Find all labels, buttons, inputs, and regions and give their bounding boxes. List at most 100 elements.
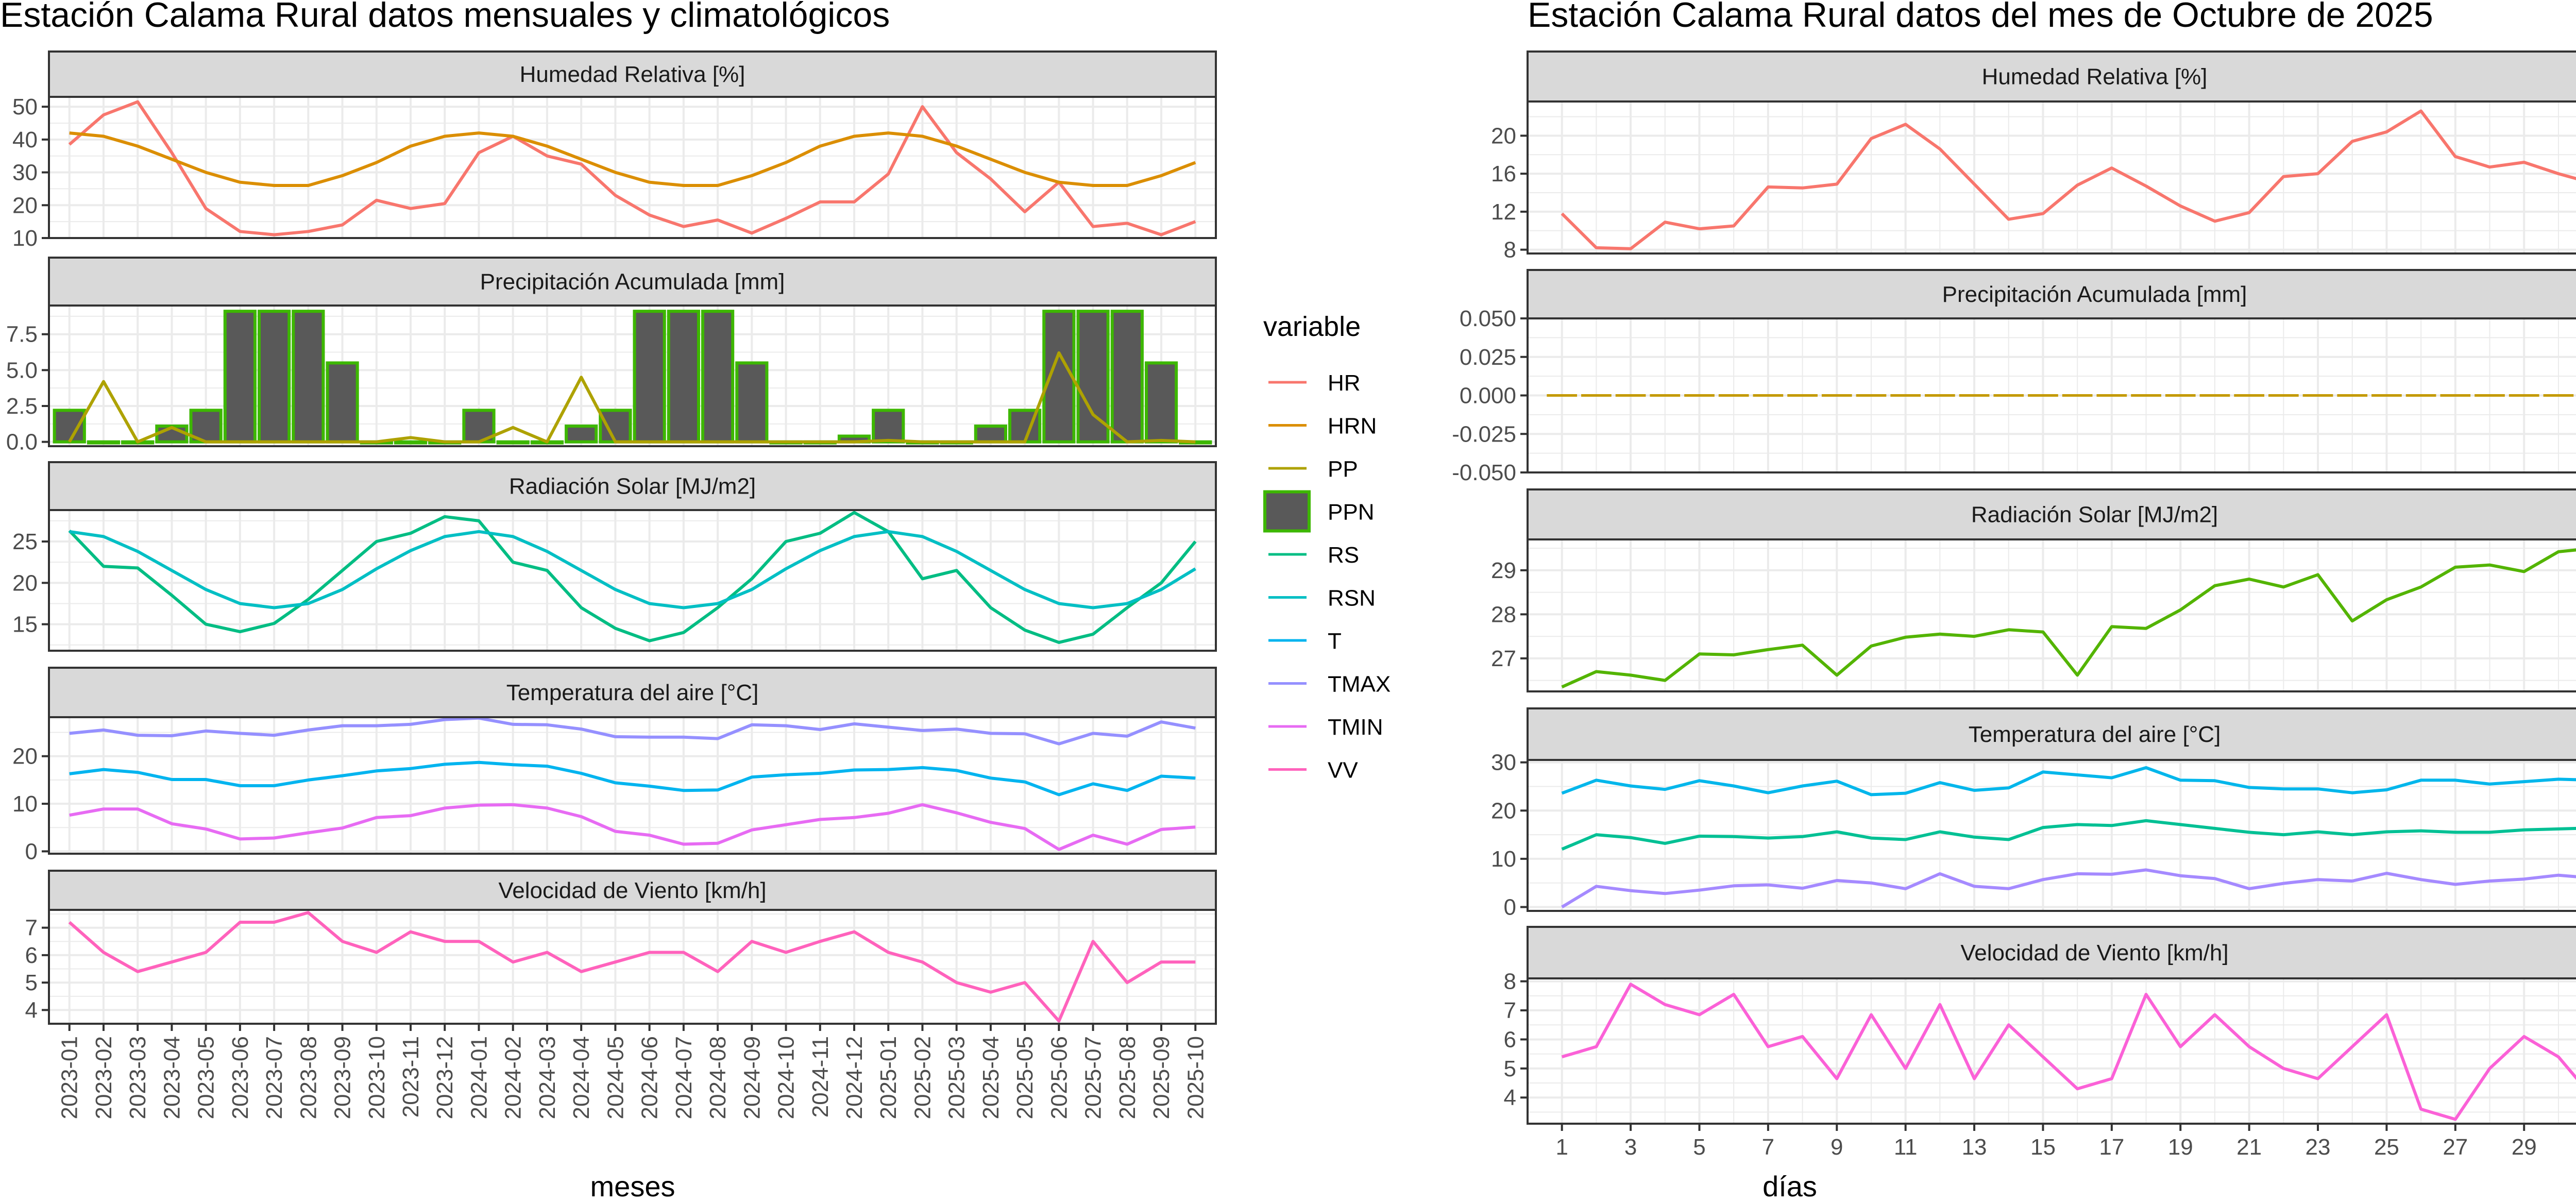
x-tick-label: 2023-07: [262, 1036, 287, 1119]
y-tick-label: 8: [1504, 238, 1516, 263]
x-tick-label: 2025-08: [1115, 1036, 1140, 1119]
y-tick-label: 5.0: [6, 358, 38, 383]
x-tick-label: 2024-10: [774, 1036, 799, 1119]
x-tick-label: 11: [1894, 1135, 1918, 1160]
y-tick-label: 10: [12, 226, 38, 251]
x-tick-label: 23: [2306, 1135, 2331, 1160]
y-tick-label: 6: [1504, 1027, 1516, 1052]
y-tick-label: 27: [1491, 646, 1516, 671]
legend-label: RSN: [1328, 586, 1376, 611]
precip-bar: [634, 311, 664, 442]
precip-bar: [1146, 363, 1176, 442]
legend-label: TMAX: [1328, 672, 1391, 697]
panel-background: [49, 97, 1216, 238]
left-x-axis-title: meses: [590, 1170, 675, 1199]
x-tick-label: 29: [2512, 1135, 2537, 1160]
legend-label: VV: [1328, 758, 1358, 783]
x-tick-label: 2024-01: [466, 1036, 492, 1119]
precip-bar: [566, 426, 596, 442]
x-tick-label: 2025-05: [1012, 1036, 1038, 1119]
panel-strip-label: Precipitación Acumulada [mm]: [480, 269, 785, 295]
x-tick-label: 2023-08: [296, 1036, 321, 1119]
x-tick-label: 2023-12: [432, 1036, 457, 1119]
y-tick-label: 5: [1504, 1056, 1516, 1081]
x-tick-label: 2024-09: [739, 1036, 765, 1119]
x-tick-label: 2025-09: [1149, 1036, 1174, 1119]
y-tick-label: 10: [12, 791, 38, 817]
y-tick-label: 28: [1491, 602, 1516, 627]
x-tick-label: 1: [1555, 1135, 1568, 1160]
precip-bar: [669, 311, 699, 442]
y-tick-label: 0.050: [1460, 306, 1516, 331]
y-tick-label: 4: [25, 997, 38, 1023]
y-tick-label: 20: [12, 744, 38, 769]
x-tick-label: 2024-07: [671, 1036, 697, 1119]
y-tick-label: 20: [12, 570, 38, 596]
y-tick-label: 15: [12, 612, 38, 637]
legend-key-bar: [1265, 492, 1309, 531]
panel-background: [1528, 760, 2576, 911]
x-tick-label: 2023-10: [364, 1036, 389, 1119]
y-tick-label: 7: [1504, 998, 1516, 1023]
y-tick-label: 0: [25, 839, 38, 864]
y-tick-label: 20: [1491, 123, 1516, 148]
left-chart-monthly: Estación Calama Rural datos mensuales y …: [0, 0, 1391, 1199]
y-tick-label: 10: [1491, 847, 1516, 872]
x-tick-label: 2024-06: [637, 1036, 663, 1119]
precip-bar: [293, 311, 323, 442]
x-tick-label: 2024-04: [569, 1036, 594, 1119]
panel-4: Temperatura del aire [°C] 0 10 20: [12, 668, 1216, 864]
legend-label: T: [1328, 629, 1342, 654]
y-tick-label: 29: [1491, 558, 1516, 583]
x-tick-label: 25: [2374, 1135, 2399, 1160]
x-tick-label: 2024-12: [842, 1036, 867, 1119]
x-tick-label: 5: [1693, 1135, 1705, 1160]
x-tick-label: 2025-10: [1183, 1036, 1208, 1119]
y-tick-label: 25: [12, 529, 38, 554]
x-tick-label: 2024-05: [603, 1036, 628, 1119]
legend-label: HR: [1328, 370, 1361, 396]
x-tick-label: 19: [2168, 1135, 2193, 1160]
left-legend-title: variable: [1263, 311, 1361, 342]
x-tick-label: 2025-07: [1081, 1036, 1106, 1119]
y-tick-label: 0: [1504, 895, 1516, 920]
x-tick-label: 2024-08: [705, 1036, 731, 1119]
y-tick-label: 30: [1491, 750, 1516, 775]
y-tick-label: -0.025: [1452, 421, 1516, 447]
precip-bar: [327, 363, 357, 442]
y-tick-label: 20: [12, 193, 38, 218]
left-chart-title: Estación Calama Rural datos mensuales y …: [0, 0, 890, 35]
x-tick-label: 2023-06: [228, 1036, 253, 1119]
legend-label: PPN: [1328, 500, 1374, 525]
panel-strip-label: Velocidad de Viento [km/h]: [498, 878, 766, 903]
precip-bar: [600, 410, 630, 442]
precip-bar: [225, 311, 255, 442]
x-tick-label: 2023-04: [159, 1036, 184, 1119]
y-tick-label: 40: [12, 127, 38, 153]
right-panels: Humedad Relativa [%]8121620Precipitación…: [1452, 52, 2576, 1124]
legend-label: PP: [1328, 456, 1358, 482]
panel-strip-label: Temperatura del aire [°C]: [1969, 722, 2221, 747]
precip-bar: [259, 311, 289, 442]
panel-strip-label: Humedad Relativa [%]: [520, 62, 745, 87]
y-tick-label: 7: [25, 916, 38, 941]
x-tick-label: 3: [1624, 1135, 1637, 1160]
y-tick-label: 30: [12, 160, 38, 185]
precip-bar: [976, 426, 1006, 442]
legend-label: RS: [1328, 543, 1359, 568]
x-tick-label: 2025-03: [944, 1036, 970, 1119]
y-tick-label: 0.025: [1460, 345, 1516, 370]
x-tick-label: 2025-04: [978, 1036, 1004, 1119]
y-tick-label: 20: [1491, 798, 1516, 823]
panel-2: Precipitación Acumulada [mm]0.02.55.07.5: [6, 258, 1216, 455]
precip-bar: [703, 311, 733, 442]
x-tick-label: 21: [2236, 1135, 2262, 1160]
panel-4: Temperatura del aire [°C] 0 10 20 30: [1491, 708, 2576, 920]
x-tick-label: 9: [1831, 1135, 1843, 1160]
panel-background: [1528, 539, 2576, 691]
panel-strip-label: Temperatura del aire [°C]: [506, 680, 759, 705]
x-tick-label: 13: [1962, 1135, 1987, 1160]
